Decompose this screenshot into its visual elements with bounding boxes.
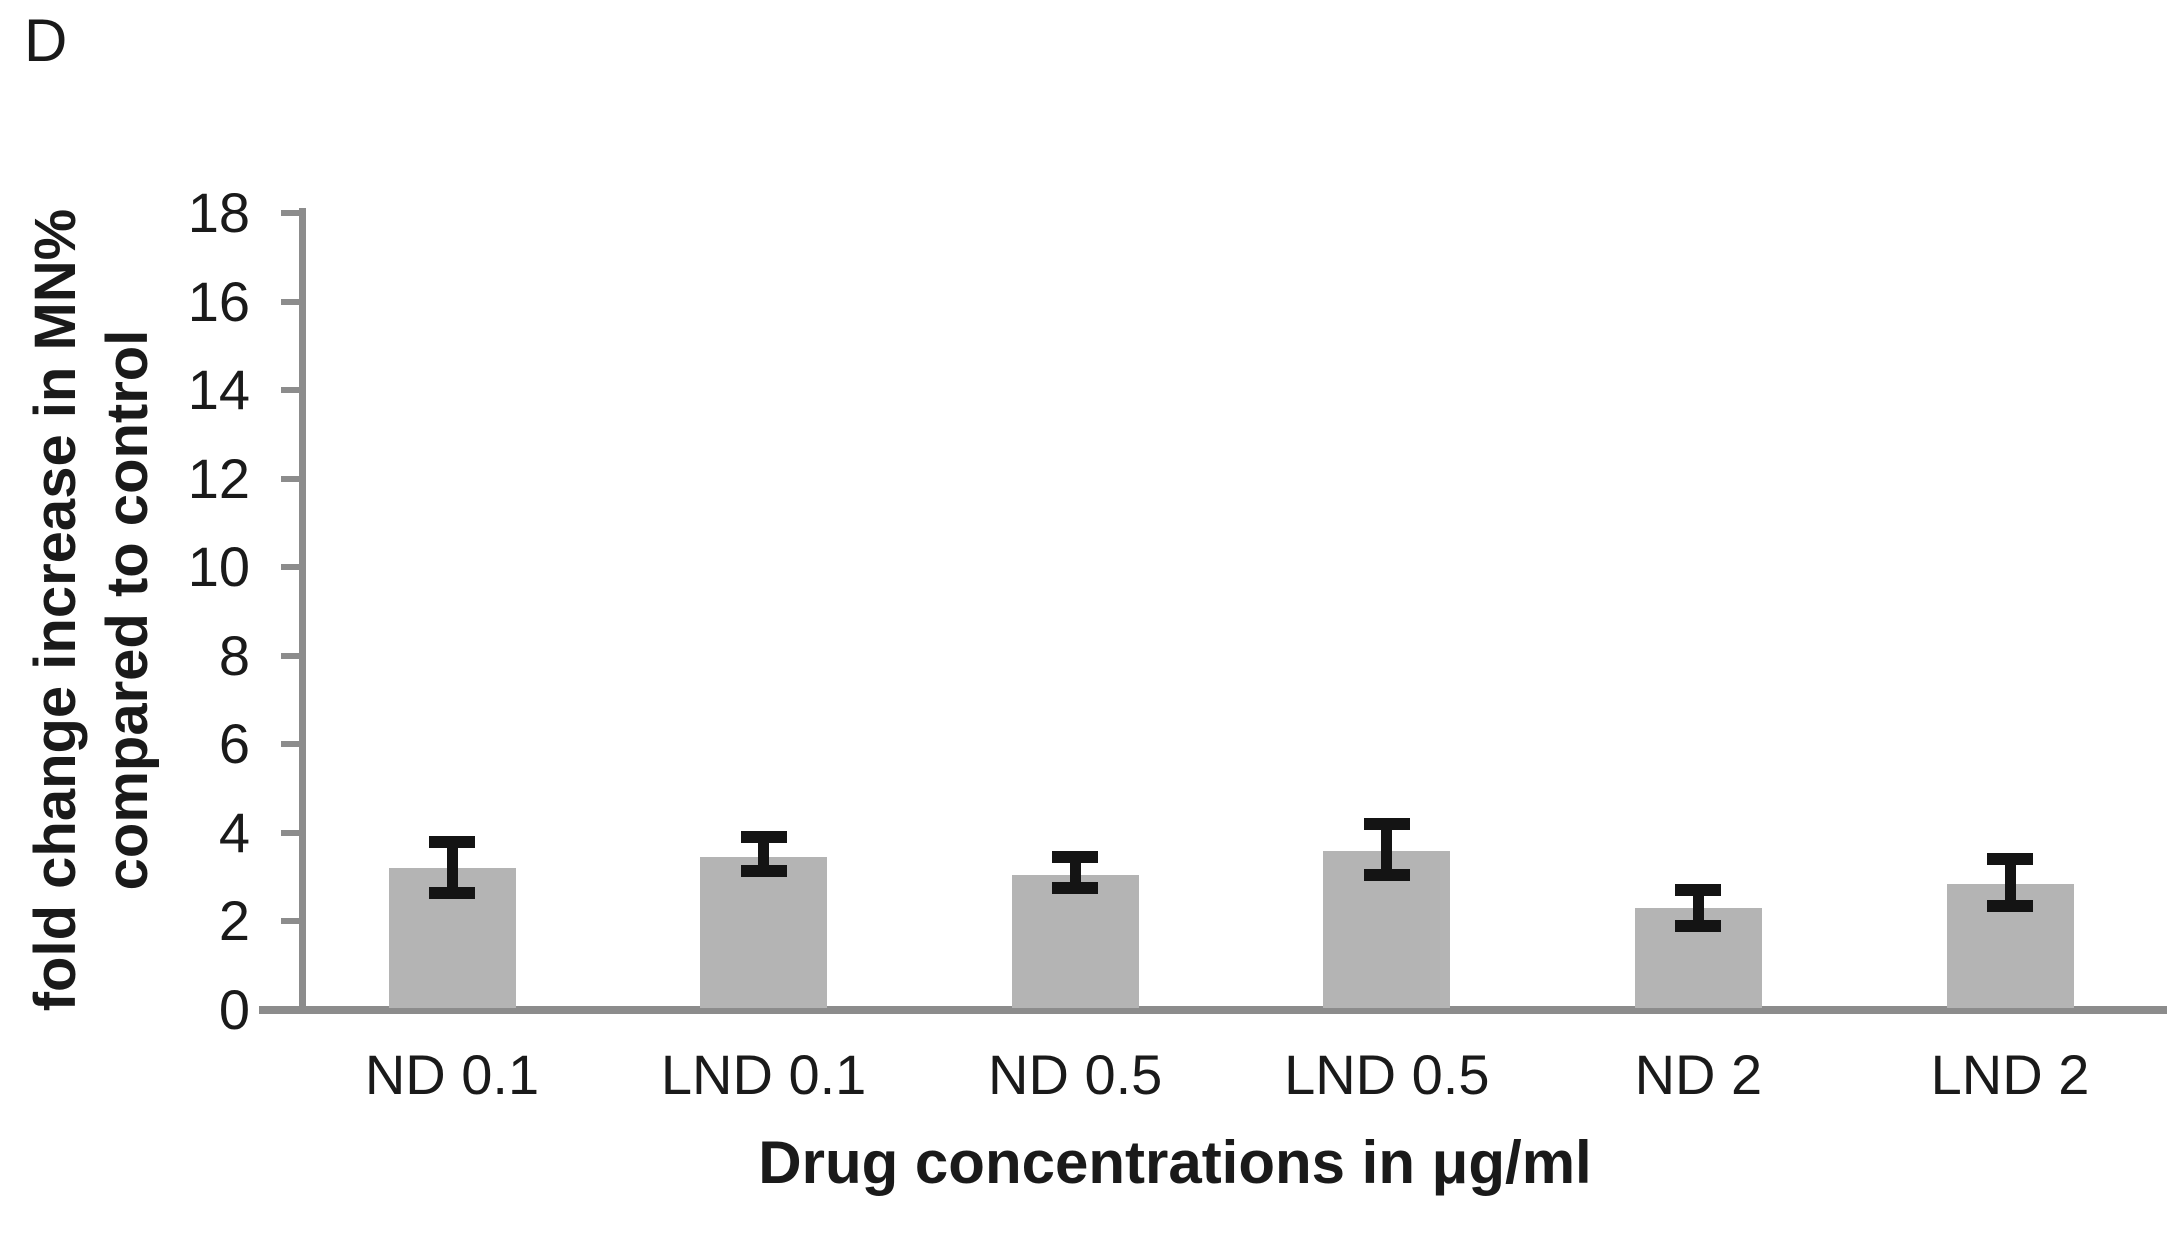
y-tick-label: 8 xyxy=(218,623,250,687)
error-bar-stem xyxy=(1381,824,1393,875)
y-axis-tick xyxy=(281,210,303,216)
error-bar-cap-top xyxy=(429,835,475,848)
y-axis-tick xyxy=(281,918,303,925)
x-category-label: LND 2 xyxy=(1930,1043,2090,1106)
y-tick-label: 6 xyxy=(218,712,250,776)
bar xyxy=(1011,874,1139,1008)
y-axis-tick xyxy=(281,475,303,482)
x-category-label: LND 0.1 xyxy=(660,1043,867,1106)
x-category-label: LND 0.5 xyxy=(1284,1043,1490,1106)
y-tick-label: 18 xyxy=(187,181,250,244)
error-bar-cap-top xyxy=(740,831,787,844)
y-tick-label: 2 xyxy=(218,889,250,953)
y-tick-label: 10 xyxy=(187,535,250,599)
error-bar-cap-top xyxy=(1987,853,2033,866)
error-bar-cap-bottom xyxy=(740,864,787,877)
x-category-label: ND 0.5 xyxy=(988,1043,1163,1106)
y-axis-tick xyxy=(281,564,303,571)
x-category-label: ND 2 xyxy=(1634,1043,1763,1106)
error-bar-stem xyxy=(758,837,770,871)
error-bar-cap-bottom xyxy=(1052,882,1099,895)
y-tick-label: 4 xyxy=(218,800,250,864)
y-axis-tick xyxy=(281,741,303,748)
error-bar-stem xyxy=(2004,859,2016,906)
bar xyxy=(700,857,828,1008)
y-tick-label: 0 xyxy=(218,978,250,1041)
error-bar-cap-top xyxy=(1675,884,1722,897)
error-bar-stem xyxy=(1069,857,1081,889)
y-axis-tick xyxy=(281,298,303,305)
error-bar-stem xyxy=(1692,890,1704,926)
panel-label: D xyxy=(24,7,68,74)
error-bar-cap-bottom xyxy=(1363,868,1410,881)
x-category-label: ND 0.1 xyxy=(364,1043,540,1106)
y-tick-label: 14 xyxy=(187,358,250,422)
y-axis-tick xyxy=(281,1007,303,1013)
y-axis-tick xyxy=(281,652,303,659)
error-bar-cap-top xyxy=(1363,818,1410,831)
y-axis-tick xyxy=(281,387,303,394)
x-axis-line xyxy=(259,1006,2167,1014)
x-axis-title: Drug concentrations in μg/ml xyxy=(758,1129,1592,1196)
y-axis-tick xyxy=(281,829,303,836)
error-bar-cap-bottom xyxy=(1987,899,2033,912)
error-bar-cap-top xyxy=(1052,851,1099,864)
error-bar-stem xyxy=(446,841,458,893)
y-tick-label: 12 xyxy=(187,446,250,510)
y-axis-line xyxy=(299,208,306,1013)
error-bar-cap-bottom xyxy=(429,886,475,899)
error-bar-cap-bottom xyxy=(1675,919,1722,932)
y-tick-label: 16 xyxy=(187,269,250,333)
